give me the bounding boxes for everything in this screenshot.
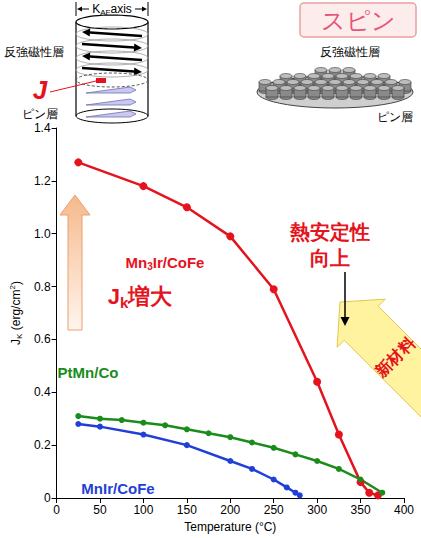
svg-text:150: 150 <box>177 503 197 517</box>
svg-text:MnIr/CoFe: MnIr/CoFe <box>81 480 154 497</box>
svg-text:1.2: 1.2 <box>34 174 51 188</box>
svg-text:Ir/CoFe: Ir/CoFe <box>153 254 205 271</box>
svg-text:反強磁性層: 反強磁性層 <box>320 45 380 59</box>
svg-text:K: K <box>92 2 100 16</box>
svg-text:AF: AF <box>100 8 110 17</box>
svg-text:k: k <box>119 294 129 311</box>
svg-text:Mn: Mn <box>126 254 148 271</box>
svg-text:250: 250 <box>264 503 284 517</box>
svg-text:300: 300 <box>307 503 327 517</box>
svg-text:J: J <box>8 338 23 345</box>
svg-text:1.4: 1.4 <box>34 121 51 135</box>
svg-text:PtMn/Co: PtMn/Co <box>58 364 119 381</box>
svg-text:400: 400 <box>394 503 414 517</box>
svg-text:): ) <box>9 281 23 285</box>
svg-text:200: 200 <box>220 503 240 517</box>
svg-text:0.4: 0.4 <box>34 385 51 399</box>
svg-text:0.2: 0.2 <box>34 438 51 452</box>
svg-text:0: 0 <box>53 503 60 517</box>
svg-text:100: 100 <box>133 503 153 517</box>
svg-text:K: K <box>14 333 24 339</box>
svg-text:新材料: 新材料 <box>371 334 418 381</box>
svg-text:ピン層: ピン層 <box>377 110 413 124</box>
svg-text:2: 2 <box>7 285 17 290</box>
svg-text:増大: 増大 <box>127 284 173 309</box>
svg-text:3: 3 <box>147 261 153 272</box>
svg-text:0.8: 0.8 <box>34 280 51 294</box>
svg-text:1.0: 1.0 <box>34 227 51 241</box>
svg-text:0.6: 0.6 <box>34 332 51 346</box>
svg-text:50: 50 <box>93 503 107 517</box>
svg-text:ピン層: ピン層 <box>22 107 58 121</box>
svg-text:反強磁性層: 反強磁性層 <box>4 45 64 59</box>
svg-text:0: 0 <box>44 491 51 505</box>
svg-text:J: J <box>108 284 120 309</box>
svg-text:J: J <box>33 75 48 105</box>
svg-text:向上: 向上 <box>310 247 350 269</box>
svg-text:スピン: スピン <box>321 7 396 34</box>
svg-text:(erg/cm: (erg/cm <box>9 290 23 334</box>
svg-text:350: 350 <box>351 503 371 517</box>
svg-text:熱安定性: 熱安定性 <box>289 221 370 243</box>
svg-text:axis: axis <box>110 2 131 16</box>
svg-text:Temperature (°C): Temperature (°C) <box>184 520 276 534</box>
